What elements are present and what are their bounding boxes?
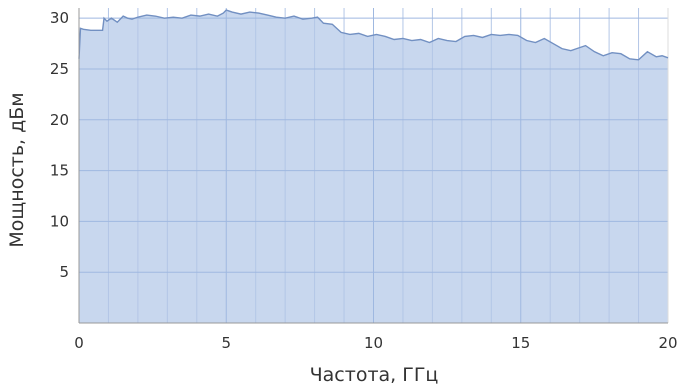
x-axis-title: Частота, ГГц	[310, 364, 439, 386]
x-tick-label: 15	[511, 334, 530, 352]
y-tick-label: 10	[50, 212, 69, 230]
x-tick-label: 20	[658, 334, 677, 352]
y-tick-label: 25	[50, 60, 69, 78]
x-tick-label: 10	[364, 334, 383, 352]
y-tick-label: 30	[50, 9, 69, 27]
series-line	[78, 9, 669, 61]
axes	[78, 8, 668, 324]
y-tick-label: 20	[50, 111, 69, 129]
x-tick-label: 0	[74, 334, 84, 352]
x-tick-label: 5	[221, 334, 231, 352]
y-tick-label: 15	[50, 162, 69, 180]
x-tick-labels: 0 5 10 15 20	[74, 334, 677, 352]
y-tick-label: 5	[59, 263, 69, 281]
y-tick-labels: 5 10 15 20 25 30	[50, 9, 69, 281]
y-axis-title: Мощность, дБм	[6, 92, 28, 247]
grid-lines	[79, 8, 669, 323]
